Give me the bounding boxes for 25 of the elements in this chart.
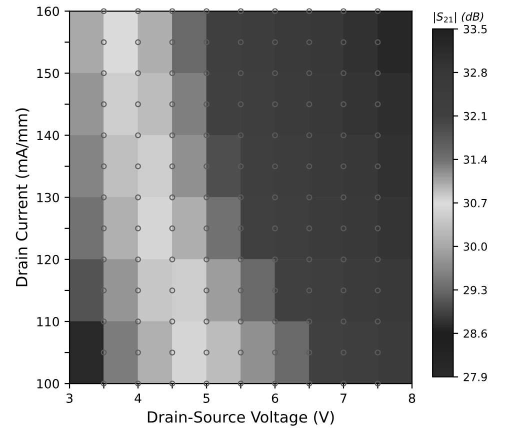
color-bar-label: 31.4 [464,155,488,164]
color-bar-label: 32.1 [464,112,487,120]
color-bar-label: 30.7 [464,198,487,208]
color-bar-label: 28.6 [464,329,487,338]
y-axis-title: Drain Current (mA/mm) [16,108,30,286]
x-tick-label: 6 [272,394,278,403]
color-bar-label: 33.5 [464,24,487,34]
x-tick-label: 3 [66,394,72,403]
color-bar-label: 29.3 [464,286,487,294]
color-bar-title: |S$_{21}$| (dB) [434,12,484,24]
y-tick-label: 100 [37,379,59,388]
y-tick-label: 150 [37,68,59,78]
y-tick-label: 140 [37,130,59,140]
x-tick-label: 8 [408,394,416,403]
x-tick-label: 4 [134,394,142,403]
color-bar-label: 30.0 [464,242,487,251]
color-bar-label: 32.8 [464,68,487,77]
y-tick-label: 130 [37,192,59,202]
x-tick-label: 7 [340,394,346,403]
color-bar-label: 27.9 [464,372,487,382]
y-tick-label: 110 [37,316,59,326]
x-tick-label: 5 [204,394,210,403]
y-tick-label: 120 [37,254,59,264]
x-axis-title: Drain-Source Voltage (V) [148,410,334,426]
y-tick-label: 160 [37,6,59,16]
